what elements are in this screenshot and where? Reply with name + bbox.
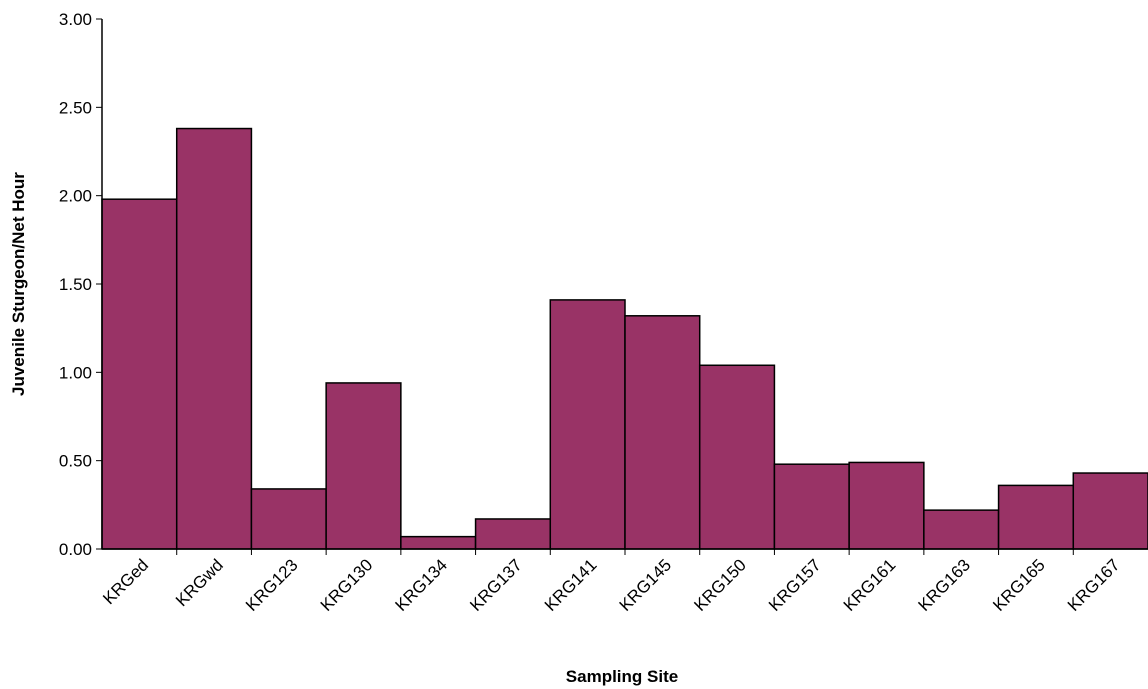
y-axis-title: Juvenile Sturgeon/Net Hour — [9, 172, 28, 396]
y-tick-label: 3.00 — [59, 10, 92, 29]
bar — [848, 461, 925, 550]
x-tick-label: KRG150 — [690, 555, 750, 615]
bar — [474, 518, 552, 550]
x-tick-label: KRG134 — [392, 555, 452, 615]
y-tick-label: 1.50 — [59, 275, 92, 294]
x-tick-label: KRG141 — [541, 555, 601, 615]
bar — [773, 463, 850, 550]
bar — [175, 127, 253, 550]
x-tick-label: KRGwd — [172, 555, 227, 610]
x-tick-label: KRG137 — [466, 555, 526, 615]
bar — [325, 382, 402, 550]
bar — [923, 509, 1000, 550]
y-tick-label: 2.00 — [59, 187, 92, 206]
bar — [250, 488, 327, 550]
bar — [997, 484, 1075, 550]
x-tick-label: KRG145 — [616, 555, 676, 615]
x-tick-label: KRG167 — [1064, 555, 1124, 615]
bar — [1072, 472, 1148, 550]
x-tick-label: KRG161 — [840, 555, 900, 615]
y-tick-label: 2.50 — [59, 98, 92, 117]
x-tick-label: KRG157 — [765, 555, 825, 615]
y-tick-label: 0.50 — [59, 452, 92, 471]
y-tick-label: 0.00 — [59, 540, 92, 559]
x-tick-label: KRG130 — [317, 555, 377, 615]
x-tick-label: KRG123 — [242, 555, 302, 615]
y-tick-label: 1.00 — [59, 363, 92, 382]
x-tick-label: KRGed — [99, 555, 152, 608]
bar — [549, 299, 626, 550]
x-tick-label: KRG165 — [989, 555, 1049, 615]
bar — [698, 364, 776, 550]
bar — [101, 198, 178, 550]
bar — [400, 535, 477, 550]
x-axis-title: Sampling Site — [566, 667, 678, 686]
x-tick-label: KRG163 — [915, 555, 975, 615]
bar — [624, 315, 701, 550]
